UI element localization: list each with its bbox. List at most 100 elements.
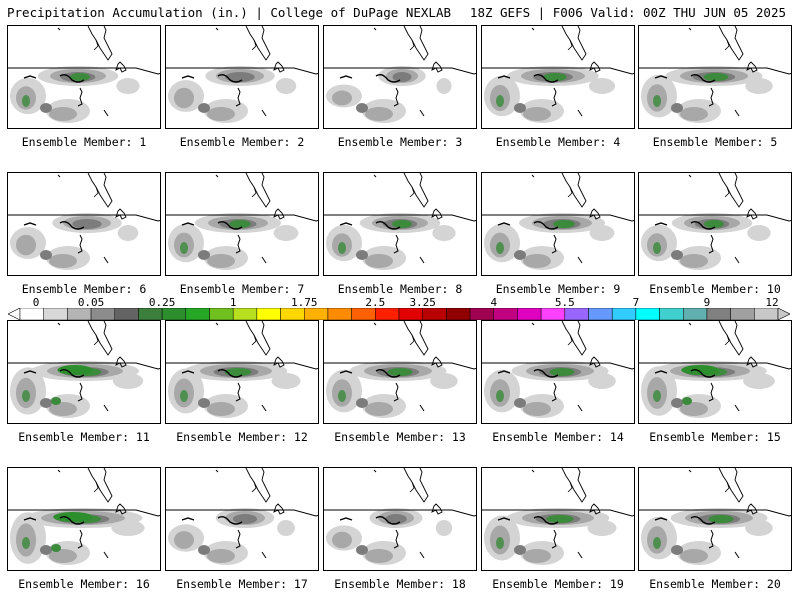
colorbar-segment: [611, 308, 637, 320]
ensemble-member-label: Ensemble Member: 5: [652, 135, 778, 149]
precip-map: [8, 468, 160, 565]
ensemble-map-panel: [165, 320, 319, 424]
colorbar-tick-label: 0.05: [77, 296, 105, 309]
colorbar-segment: [351, 308, 376, 320]
ensemble-map-panel: [638, 172, 792, 276]
colorbar-segment: [588, 308, 613, 320]
precip-map: [324, 468, 476, 565]
precip-map: [639, 26, 791, 123]
colorbar-segment: [635, 308, 660, 320]
precip-map: [482, 26, 634, 123]
colorbar-segment: [564, 308, 589, 320]
colorbar-segment: [446, 308, 471, 320]
ensemble-map-panel: [481, 172, 635, 276]
colorbar-tick-label: 9: [703, 296, 711, 309]
colorbar-segment: [327, 308, 352, 320]
precip-map: [166, 173, 318, 270]
colorbar-segment: [754, 308, 779, 320]
colorbar-segment: [375, 308, 400, 320]
colorbar-tick-label: 4: [490, 296, 498, 309]
precipitation-colorbar: [8, 308, 790, 320]
ensemble-member-label: Ensemble Member: 19: [492, 577, 624, 591]
ensemble-member-label: Ensemble Member: 2: [179, 135, 305, 149]
ensemble-map-panel: [323, 172, 477, 276]
colorbar-segment: [67, 308, 92, 320]
colorbar-segment: [209, 308, 234, 320]
colorbar-tick-label: 5.5: [554, 296, 575, 309]
ensemble-map-panel: [481, 25, 635, 129]
colorbar-tick-label: 0.25: [148, 296, 176, 309]
colorbar-tick-label: 1: [229, 296, 237, 309]
colorbar-segment: [493, 308, 518, 320]
ensemble-member-label: Ensemble Member: 10: [649, 282, 781, 296]
colorbar-segment: [280, 308, 305, 320]
colorbar-segment: [540, 308, 566, 320]
ensemble-map-panel: [165, 467, 319, 571]
colorbar-segment: [232, 308, 258, 320]
ensemble-member-label: Ensemble Member: 4: [495, 135, 621, 149]
colorbar-segment: [304, 308, 329, 320]
ensemble-map-panel: [165, 172, 319, 276]
ensemble-member-label: Ensemble Member: 14: [492, 430, 624, 444]
colorbar-segment: [730, 308, 755, 320]
colorbar-tick-label: 0: [32, 296, 40, 309]
ensemble-member-label: Ensemble Member: 8: [337, 282, 463, 296]
precip-map: [8, 173, 160, 270]
colorbar-segment: [398, 308, 423, 320]
precip-map: [166, 321, 318, 418]
ensemble-map-panel: [7, 320, 161, 424]
precip-map: [482, 173, 634, 270]
precip-map: [639, 321, 791, 418]
ensemble-map-panel: [7, 467, 161, 571]
precip-map: [324, 26, 476, 123]
ensemble-map-panel: [481, 467, 635, 571]
ensemble-member-label: Ensemble Member: 12: [176, 430, 308, 444]
ensemble-member-label: Ensemble Member: 15: [649, 430, 781, 444]
ensemble-map-panel: [323, 25, 477, 129]
colorbar-segment: [161, 308, 187, 320]
colorbar-tick-label: 3.25: [409, 296, 436, 309]
colorbar-tick-label: 7: [632, 296, 640, 309]
ensemble-map-panel: [638, 320, 792, 424]
ensemble-member-label: Ensemble Member: 18: [334, 577, 466, 591]
ensemble-map-panel: [638, 467, 792, 571]
page-title: Precipitation Accumulation (in.) | Colle…: [7, 5, 452, 20]
colorbar-arrow-left: [8, 308, 21, 320]
colorbar-segment: [659, 308, 684, 320]
precip-map: [482, 468, 634, 565]
colorbar-segment: [138, 308, 163, 320]
ensemble-map-panel: [481, 320, 635, 424]
ensemble-map-panel: [7, 172, 161, 276]
precip-map: [324, 173, 476, 270]
ensemble-member-label: Ensemble Member: 13: [334, 430, 466, 444]
ensemble-member-label: Ensemble Member: 9: [495, 282, 621, 296]
precip-map: [8, 26, 160, 123]
precip-map: [482, 321, 634, 418]
precip-map: [8, 321, 160, 418]
ensemble-map-panel: [323, 467, 477, 571]
colorbar-segment: [469, 308, 494, 320]
colorbar-segment: [517, 308, 542, 320]
ensemble-map-panel: [638, 25, 792, 129]
precip-map: [324, 321, 476, 418]
colorbar-arrow-right: [777, 308, 790, 320]
precip-map: [166, 468, 318, 565]
model-run-info: 18Z GEFS | F006 Valid: 00Z THU JUN 05 20…: [469, 5, 786, 20]
ensemble-member-label: Ensemble Member: 6: [21, 282, 147, 296]
precip-map: [166, 26, 318, 123]
ensemble-map-panel: [7, 25, 161, 129]
colorbar-segment: [19, 308, 44, 320]
ensemble-map-panel: [323, 320, 477, 424]
ensemble-map-panel: [165, 25, 319, 129]
ensemble-member-label: Ensemble Member: 16: [18, 577, 150, 591]
precip-map: [639, 173, 791, 270]
colorbar-segment: [43, 308, 68, 320]
colorbar-tick-label: 12: [765, 296, 779, 309]
ensemble-member-label: Ensemble Member: 11: [18, 430, 150, 444]
colorbar-segment: [90, 308, 115, 320]
colorbar-tick-label: 1.75: [291, 296, 318, 309]
ensemble-member-label: Ensemble Member: 3: [337, 135, 463, 149]
ensemble-member-label: Ensemble Member: 7: [179, 282, 305, 296]
colorbar-segment: [256, 308, 281, 320]
ensemble-member-label: Ensemble Member: 20: [649, 577, 781, 591]
